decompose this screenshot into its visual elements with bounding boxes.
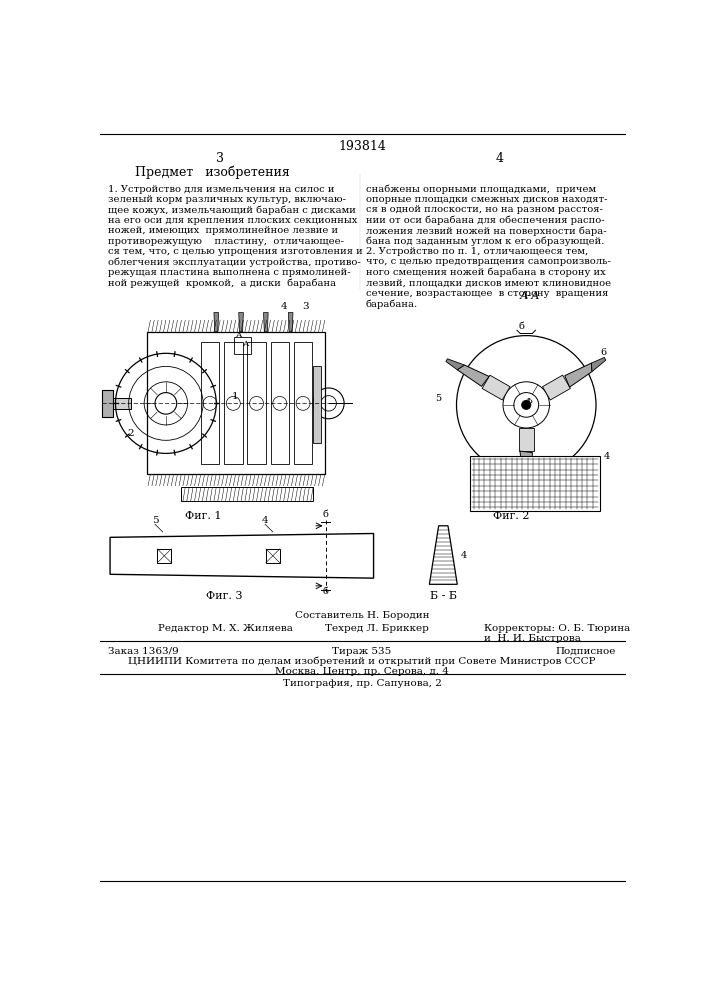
Text: Подписное: Подписное [555,647,615,656]
Bar [104,398,131,409]
Bar [182,487,313,501]
Text: ЦНИИПИ Комитета по делам изобретений и открытий при Совете Министров СССР: ЦНИИПИ Комитета по делам изобретений и о… [128,657,596,666]
Text: Корректоры: О. Б. Тюрина: Корректоры: О. Б. Тюрина [484,624,630,633]
Text: 4: 4 [281,302,287,311]
Bar [313,366,321,443]
Text: А: А [236,331,243,339]
Text: 6: 6 [600,348,606,357]
Text: облегчения эксплуатации устройства, противо-: облегчения эксплуатации устройства, прот… [107,257,361,267]
Bar [146,332,325,474]
Text: опорные площадки смежных дисков находят-: опорные площадки смежных дисков находят- [366,195,607,204]
Text: А: А [243,340,250,348]
Text: барабана.: барабана. [366,299,418,309]
Polygon shape [520,451,532,482]
Text: б: б [322,587,328,596]
Polygon shape [264,312,268,332]
Text: Фиг. 1: Фиг. 1 [185,511,221,521]
Polygon shape [110,533,373,578]
Text: 2. Устройство по п. 1, отличающееся тем,: 2. Устройство по п. 1, отличающееся тем, [366,247,588,256]
Text: Составитель Н. Бородин: Составитель Н. Бородин [295,611,429,620]
Bar [266,549,280,563]
Text: что, с целью предотвращения самопроизволь-: что, с целью предотвращения самопроизвол… [366,257,611,266]
Text: Предмет   изобретения: Предмет изобретения [135,166,290,179]
Text: 193814: 193814 [338,140,386,153]
Polygon shape [239,312,243,332]
Bar [247,342,266,464]
Text: ножей, имеющих  прямолинейное лезвие и: ножей, имеющих прямолинейное лезвие и [107,226,338,235]
Text: Техред Л. Бриккер: Техред Л. Бриккер [325,624,428,633]
Polygon shape [288,312,293,332]
Text: Редактор М. Х. Жиляева: Редактор М. Х. Жиляева [158,624,293,633]
Text: Типография, пр. Сапунова, 2: Типография, пр. Сапунова, 2 [283,679,441,688]
Text: б: б [322,510,328,519]
Text: Ф: Ф [525,398,532,407]
Text: 4: 4 [495,152,503,165]
Text: Тираж 535: Тираж 535 [332,647,392,656]
Polygon shape [565,363,592,387]
Bar [201,342,219,464]
Bar [469,456,600,511]
Text: режущая пластина выполнена с прямолиней-: режущая пластина выполнена с прямолиней- [107,268,351,277]
Text: ся тем, что, с целью упрощения изготовления и: ся тем, что, с целью упрощения изготовле… [107,247,363,256]
Text: щее кожух, измельчающий барабан с дисками: щее кожух, измельчающий барабан с дискам… [107,205,356,215]
Text: 1: 1 [232,392,238,401]
Text: ной режущей  кромкой,  а диски  барабана: ной режущей кромкой, а диски барабана [107,278,336,288]
Text: 3: 3 [216,152,224,165]
Text: ся в одной плоскости, но на разном расстоя-: ся в одной плоскости, но на разном расст… [366,205,602,214]
Text: снабжены опорными площадками,  причем: снабжены опорными площадками, причем [366,185,596,194]
Text: Москва, Центр, пр. Серова, д. 4: Москва, Центр, пр. Серова, д. 4 [275,667,449,676]
Text: Б - Б: Б - Б [430,591,457,601]
Text: А-А: А-А [520,291,540,301]
Text: и  Н. И. Быстрова: и Н. И. Быстрова [484,634,580,643]
Polygon shape [214,312,218,332]
Text: 5: 5 [152,516,158,525]
Text: Заказ 1363/9: Заказ 1363/9 [107,647,178,656]
Text: 1. Устройство для измельчения на силос и: 1. Устройство для измельчения на силос и [107,185,334,194]
Text: на его оси для крепления плоских секционных: на его оси для крепления плоских секцион… [107,216,357,225]
Bar [103,389,113,417]
Text: 4: 4 [604,452,610,461]
Text: нии от оси барабана для обеспечения распо-: нии от оси барабана для обеспечения расп… [366,216,604,225]
Bar [224,342,243,464]
Text: противорежущую    пластину,  отличающее-: противорежущую пластину, отличающее- [107,237,344,246]
Circle shape [522,400,531,410]
Text: бана под заданным углом к его образующей.: бана под заданным углом к его образующей… [366,237,604,246]
Text: 4: 4 [262,516,269,525]
Bar [234,337,251,354]
Text: 4: 4 [460,551,467,560]
Text: Фиг. 2: Фиг. 2 [493,511,529,521]
Text: Фиг. 3: Фиг. 3 [206,591,243,601]
Bar [271,342,289,464]
Polygon shape [522,478,530,496]
Text: 2: 2 [127,429,134,438]
Bar [158,549,171,563]
Polygon shape [542,375,571,400]
Polygon shape [429,526,457,584]
Text: зеленый корм различных культур, включаю-: зеленый корм различных культур, включаю- [107,195,346,204]
Text: ного смещения ножей барабана в сторону их: ного смещения ножей барабана в сторону и… [366,268,606,277]
Text: б: б [518,322,525,331]
Polygon shape [482,375,510,400]
Text: сечение, возрастающее  в сторону  вращения: сечение, возрастающее в сторону вращения [366,289,608,298]
Text: лезвий, площадки дисков имеют клиновидное: лезвий, площадки дисков имеют клиновидно… [366,278,611,287]
Bar [293,342,312,464]
Polygon shape [592,357,606,372]
Text: 3: 3 [303,302,309,311]
Text: ложения лезвий ножей на поверхности бара-: ложения лезвий ножей на поверхности бара… [366,226,607,236]
Polygon shape [457,365,489,386]
Text: 5: 5 [435,394,441,403]
Polygon shape [446,359,464,370]
Polygon shape [518,428,534,451]
